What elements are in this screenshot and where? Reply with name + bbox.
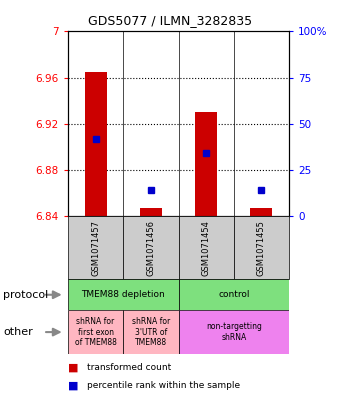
Text: GSM1071457: GSM1071457 (91, 220, 100, 275)
Text: GSM1071456: GSM1071456 (147, 220, 155, 275)
Text: transformed count: transformed count (87, 363, 171, 372)
Text: GSM1071454: GSM1071454 (202, 220, 210, 275)
Bar (68, 310, 123, 354)
Text: GSM1071455: GSM1071455 (257, 220, 266, 275)
Text: ■: ■ (68, 362, 79, 373)
Bar (85, 72, 107, 216)
Bar (123, 310, 178, 354)
Text: non-targetting
shRNA: non-targetting shRNA (206, 322, 262, 342)
Bar (140, 208, 162, 216)
Text: TMEM88 depletion: TMEM88 depletion (81, 290, 165, 299)
Bar (178, 279, 289, 310)
Text: protocol: protocol (3, 290, 49, 300)
Text: GDS5077 / ILMN_3282835: GDS5077 / ILMN_3282835 (88, 14, 252, 27)
Text: percentile rank within the sample: percentile rank within the sample (87, 382, 240, 390)
Text: other: other (3, 327, 33, 337)
Text: control: control (218, 290, 250, 299)
Bar (68, 216, 123, 279)
Bar (250, 208, 272, 216)
Bar (178, 310, 289, 354)
Bar (234, 216, 289, 279)
Text: ■: ■ (68, 381, 79, 391)
Bar (195, 112, 217, 216)
Bar (123, 216, 178, 279)
Bar (178, 216, 234, 279)
Text: shRNA for
3'UTR of
TMEM88: shRNA for 3'UTR of TMEM88 (132, 317, 170, 347)
Text: shRNA for
first exon
of TMEM88: shRNA for first exon of TMEM88 (75, 317, 117, 347)
Bar (68, 279, 178, 310)
